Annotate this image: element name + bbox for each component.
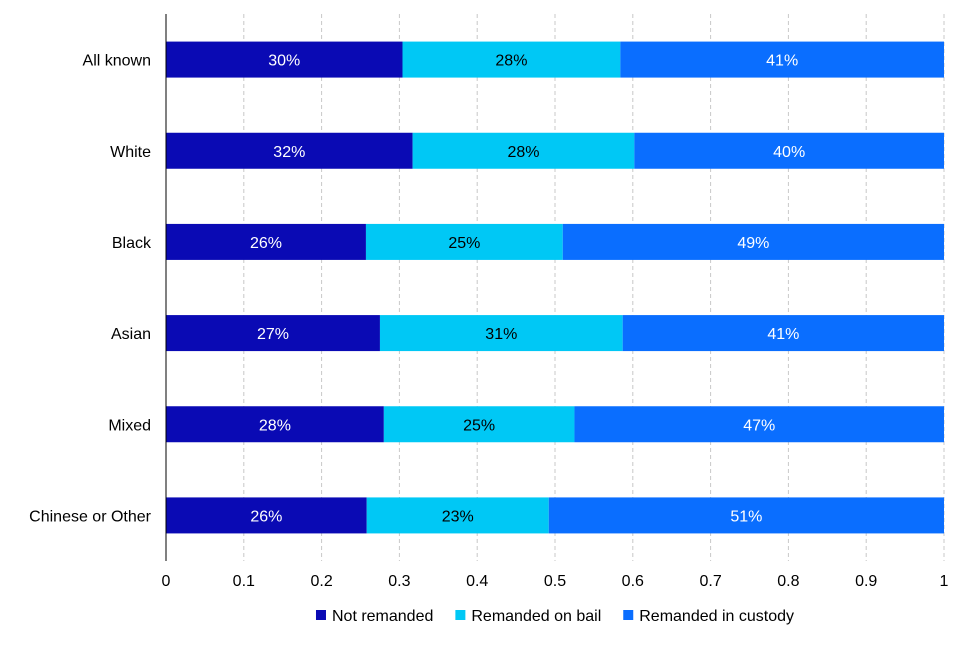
data-label-black-remanded-in-custody: 49%	[737, 235, 769, 252]
data-label-chinese-or-other-remanded-on-bail: 23%	[442, 508, 474, 525]
category-label-chinese-or-other: Chinese or Other	[29, 508, 152, 525]
bar-all-known-remanded-on-bail	[402, 41, 621, 78]
bar-asian-remanded-on-bail	[379, 315, 623, 352]
data-label-asian-remanded-in-custody: 41%	[767, 326, 799, 343]
data-label-all-known-not-remanded: 30%	[268, 53, 300, 70]
x-tick-label-0-1: 0.1	[233, 573, 255, 590]
x-tick-label-0: 0	[162, 573, 171, 590]
data-label-chinese-or-other-not-remanded: 26%	[250, 508, 282, 525]
legend-swatch-remanded-on-bail	[455, 610, 466, 620]
x-tick-label-0-6: 0.6	[622, 573, 644, 590]
x-tick-label-1: 1	[940, 573, 949, 590]
x-tick-label-0-2: 0.2	[310, 573, 332, 590]
category-label-mixed: Mixed	[108, 417, 151, 434]
bar-chinese-or-other-not-remanded	[166, 497, 367, 534]
x-tick-label-0-4: 0.4	[466, 573, 488, 590]
bar-chinese-or-other-remanded-on-bail	[366, 497, 549, 534]
legend-label-not-remanded: Not remanded	[332, 608, 433, 625]
data-label-mixed-remanded-in-custody: 47%	[743, 417, 775, 434]
data-label-chinese-or-other-remanded-in-custody: 51%	[730, 508, 762, 525]
data-label-all-known-remanded-in-custody: 41%	[766, 53, 798, 70]
data-label-asian-not-remanded: 27%	[257, 326, 289, 343]
bar-chinese-or-other-remanded-in-custody	[548, 497, 944, 534]
x-tick-label-0-7: 0.7	[699, 573, 721, 590]
data-label-asian-remanded-on-bail: 31%	[485, 326, 517, 343]
category-label-white: White	[110, 144, 151, 161]
x-tick-label-0-8: 0.8	[777, 573, 799, 590]
x-tick-label-0-9: 0.9	[855, 573, 877, 590]
x-tick-label-0-5: 0.5	[544, 573, 566, 590]
grid-layer	[243, 14, 945, 561]
bar-white-not-remanded	[166, 132, 413, 169]
data-label-black-remanded-on-bail: 25%	[448, 235, 480, 252]
legend: Not remanded Remanded on bail Remanded in …	[315, 608, 794, 625]
bar-asian-not-remanded	[166, 315, 380, 352]
bar-black-not-remanded	[166, 223, 366, 260]
category-label-all-known: All known	[83, 53, 151, 70]
data-label-black-not-remanded: 26%	[250, 235, 282, 252]
category-label-asian: Asian	[111, 326, 151, 343]
legend-label-remanded-in-custody: Remanded in custody	[639, 608, 794, 625]
bar-mixed-remanded-in-custody	[574, 406, 944, 443]
data-label-mixed-remanded-on-bail: 25%	[463, 417, 495, 434]
legend-swatch-remanded-in-custody	[623, 610, 634, 620]
legend-swatch-not-remanded	[315, 610, 326, 620]
bar-all-known-remanded-in-custody	[620, 41, 944, 78]
bar-black-remanded-in-custody	[562, 223, 944, 260]
legend-label-remanded-on-bail: Remanded on bail	[471, 608, 601, 625]
bar-asian-remanded-in-custody	[622, 315, 944, 352]
bar-white-remanded-in-custody	[634, 132, 944, 169]
x-tick-label-0-3: 0.3	[388, 573, 410, 590]
category-label-black: Black	[112, 235, 152, 252]
data-label-white-not-remanded: 32%	[273, 144, 305, 161]
bar-mixed-remanded-on-bail	[383, 406, 575, 443]
axis-layer: 0 0.1 0.2 0.3 0.4 0.5 0.6 0.7 0.8 0.9 1 All known Wh…	[29, 14, 949, 590]
bar-mixed-not-remanded	[166, 406, 384, 443]
bar-white-remanded-on-bail	[412, 132, 635, 169]
bar-layer: 30% 28% 41% 32% 28% 40% 26% 25% 49% 27% 31% 41% 28% 2…	[166, 41, 944, 534]
data-label-mixed-not-remanded: 28%	[259, 417, 291, 434]
bar-black-remanded-on-bail	[365, 223, 563, 260]
data-label-white-remanded-on-bail: 28%	[507, 144, 539, 161]
data-label-all-known-remanded-on-bail: 28%	[495, 53, 527, 70]
data-label-white-remanded-in-custody: 40%	[773, 144, 805, 161]
bar-all-known-not-remanded	[166, 41, 403, 78]
